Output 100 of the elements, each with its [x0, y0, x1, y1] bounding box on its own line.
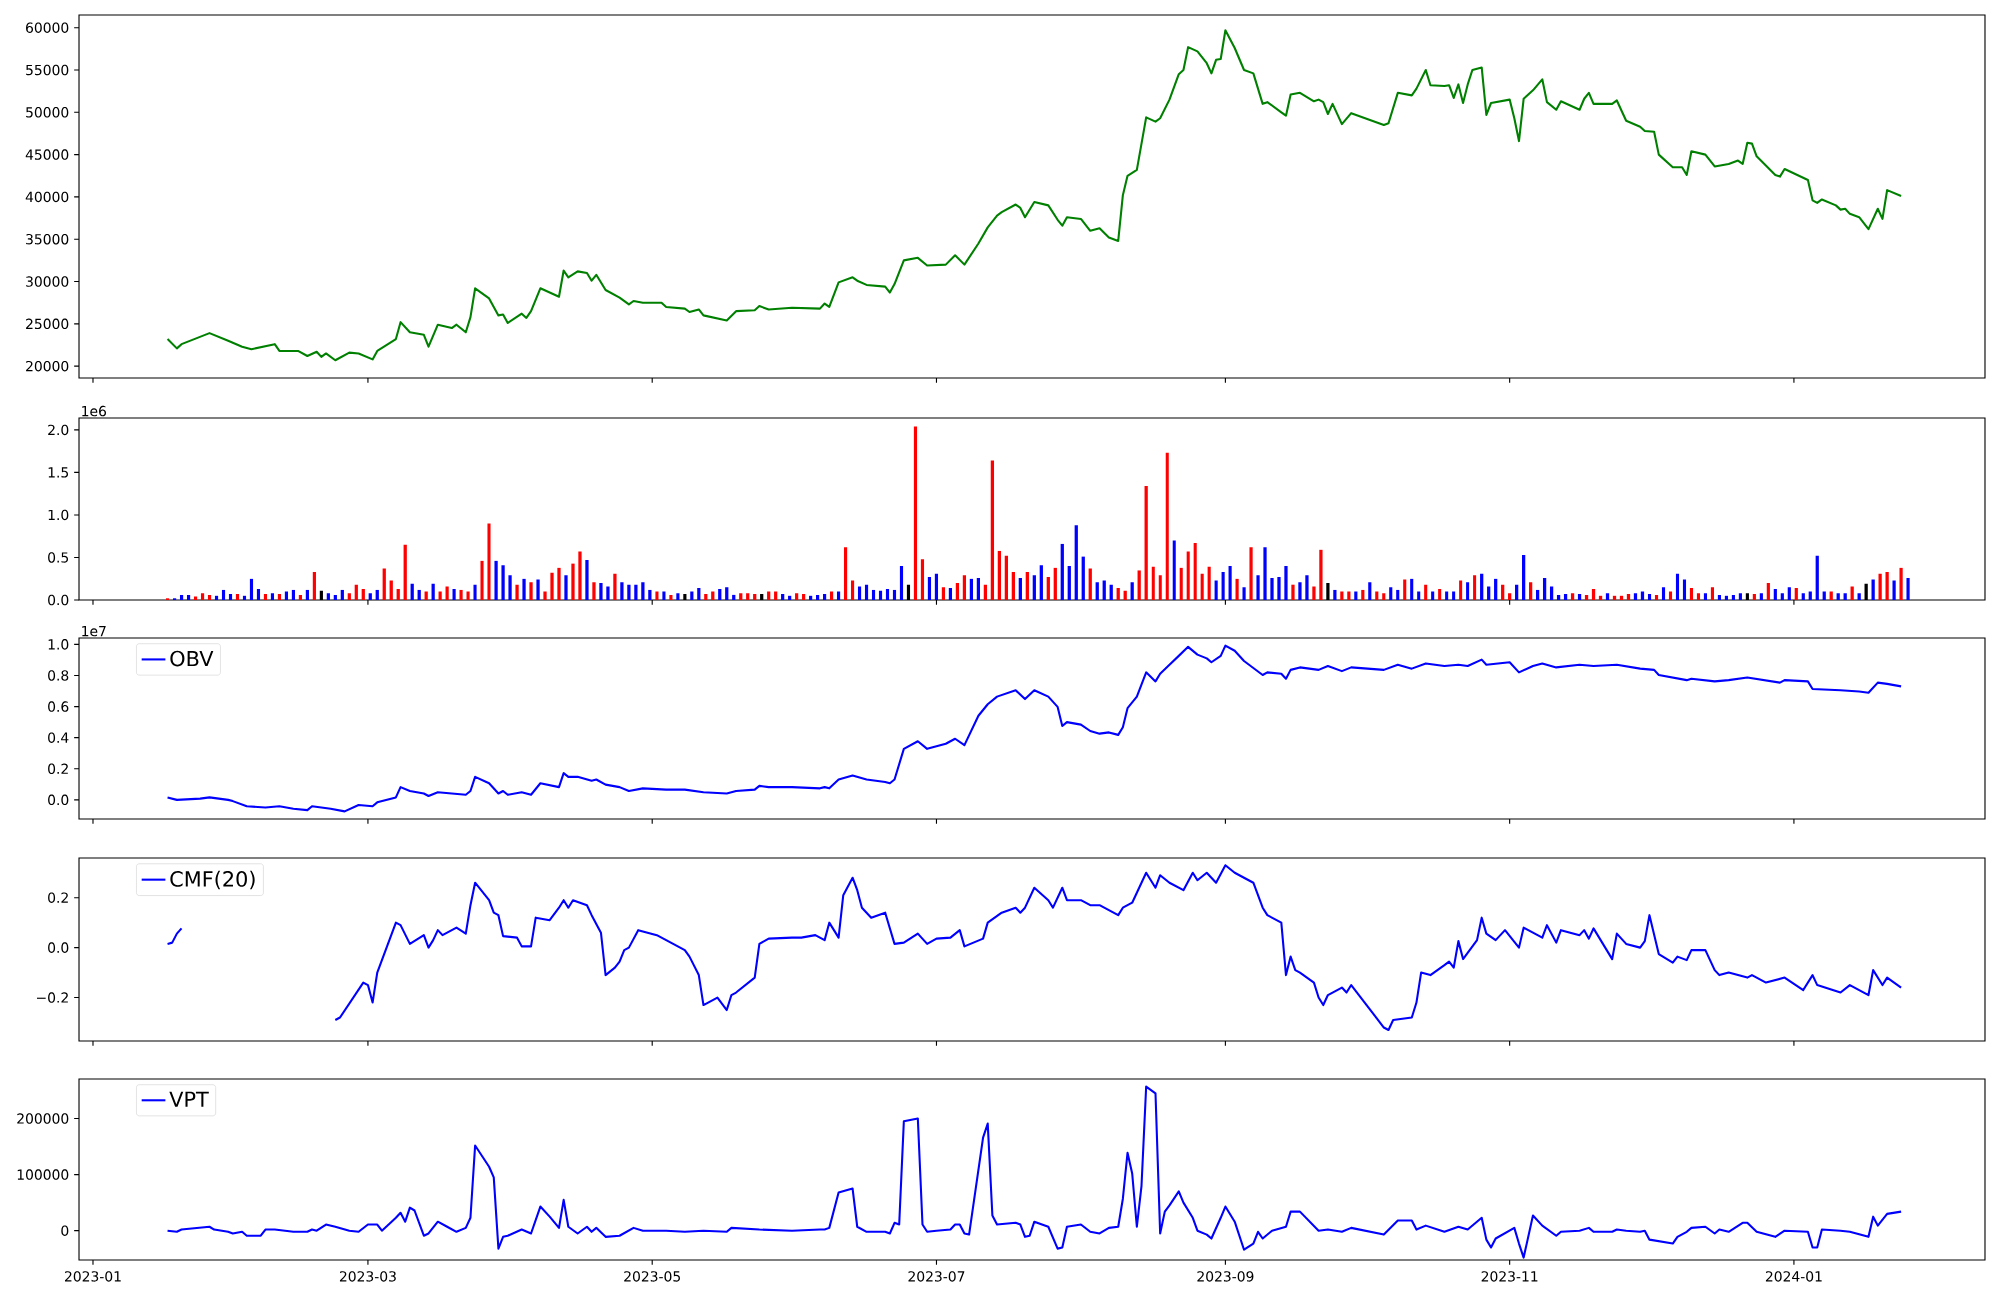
bar [1843, 593, 1847, 600]
bar [1906, 577, 1910, 600]
y-tick-label: 0.2 [48, 892, 68, 903]
bar [767, 591, 771, 600]
bar [1626, 594, 1631, 600]
bar [1787, 587, 1791, 600]
bar [1053, 567, 1057, 600]
bar [920, 559, 925, 600]
bar [1277, 577, 1281, 600]
bar [1661, 587, 1666, 600]
bar [1640, 591, 1645, 600]
legend-label: VPT [169, 1091, 209, 1107]
bar [822, 594, 827, 600]
bar [1319, 549, 1323, 600]
bar [1570, 593, 1575, 600]
y-tick-label: 200000 [17, 1113, 69, 1124]
bar [948, 588, 953, 600]
x-tick-label: 2023-09 [1197, 1271, 1254, 1282]
bar [494, 560, 498, 600]
bar [522, 578, 526, 600]
bar [361, 588, 365, 600]
bar [1508, 593, 1512, 600]
bar [1018, 577, 1022, 600]
bar [1794, 588, 1798, 600]
bar [368, 593, 372, 600]
bar [1710, 587, 1714, 600]
y-tick-label: 0.6 [48, 701, 69, 712]
x-tick-label: 2023-11 [1481, 1271, 1538, 1282]
y-tick-label: 0.0 [48, 794, 69, 806]
bar [976, 577, 981, 600]
bar [1480, 573, 1484, 600]
legend-label: OBV [170, 650, 214, 667]
bar [1668, 591, 1673, 600]
bar [885, 588, 890, 600]
bar [711, 591, 715, 600]
bar [606, 586, 610, 600]
bar [1249, 547, 1253, 600]
bar [1074, 525, 1078, 600]
bar [1752, 594, 1756, 600]
bar [228, 594, 233, 600]
bar [1396, 589, 1400, 600]
bar [781, 594, 785, 600]
y-tick-label: 50000 [26, 107, 69, 118]
bar [1473, 575, 1477, 600]
text: 1e7 [82, 626, 106, 637]
bar [1801, 593, 1805, 600]
x-tick-label: 2023-07 [908, 1271, 965, 1282]
bar [892, 589, 897, 600]
bar [557, 567, 561, 600]
bar [221, 589, 226, 600]
bar [305, 589, 309, 600]
bar [1549, 586, 1554, 600]
bar [1228, 565, 1232, 600]
bar [1039, 565, 1043, 600]
bar [1759, 593, 1763, 600]
bar [962, 575, 967, 600]
bar [312, 571, 316, 600]
bar [1333, 589, 1337, 600]
bar [899, 565, 904, 600]
y-tick-label: 45000 [25, 149, 69, 160]
bar [1081, 556, 1085, 600]
bar [382, 568, 386, 600]
bar [753, 594, 757, 600]
bar [1102, 580, 1106, 600]
bar [1305, 575, 1309, 600]
bar [1130, 582, 1134, 600]
x-tick-label: 2023-01 [65, 1271, 121, 1282]
bar [578, 551, 582, 600]
bar [1375, 591, 1379, 600]
bar [1675, 573, 1680, 600]
y-tick-label: 0 [61, 1225, 69, 1236]
bar [396, 588, 400, 600]
bar [927, 577, 932, 600]
bar [997, 550, 1002, 600]
bar [1494, 578, 1498, 600]
bar [746, 593, 750, 600]
bar [1109, 584, 1113, 600]
bar [1815, 555, 1819, 600]
y-tick-label: 2.0 [48, 424, 69, 436]
bar [1361, 589, 1365, 600]
bar [843, 547, 848, 600]
bar [648, 589, 652, 600]
bar [473, 584, 477, 600]
x-tick-label: 2024-01 [1765, 1271, 1822, 1282]
bar [1885, 571, 1889, 600]
text: 1e6 [82, 405, 107, 417]
bar [1067, 565, 1071, 600]
bar [1193, 543, 1197, 600]
bar [550, 572, 554, 600]
bar [1165, 452, 1169, 600]
bar [1542, 577, 1547, 600]
bar [277, 594, 282, 600]
bar [1487, 586, 1491, 600]
x-tick-label: 2023-05 [624, 1271, 680, 1282]
y-tick-label: 35000 [26, 233, 69, 245]
bar [1682, 579, 1687, 600]
x-tick-label: 2023-03 [339, 1271, 396, 1282]
bar [529, 582, 533, 600]
bar [347, 593, 351, 600]
bar [1200, 573, 1204, 600]
